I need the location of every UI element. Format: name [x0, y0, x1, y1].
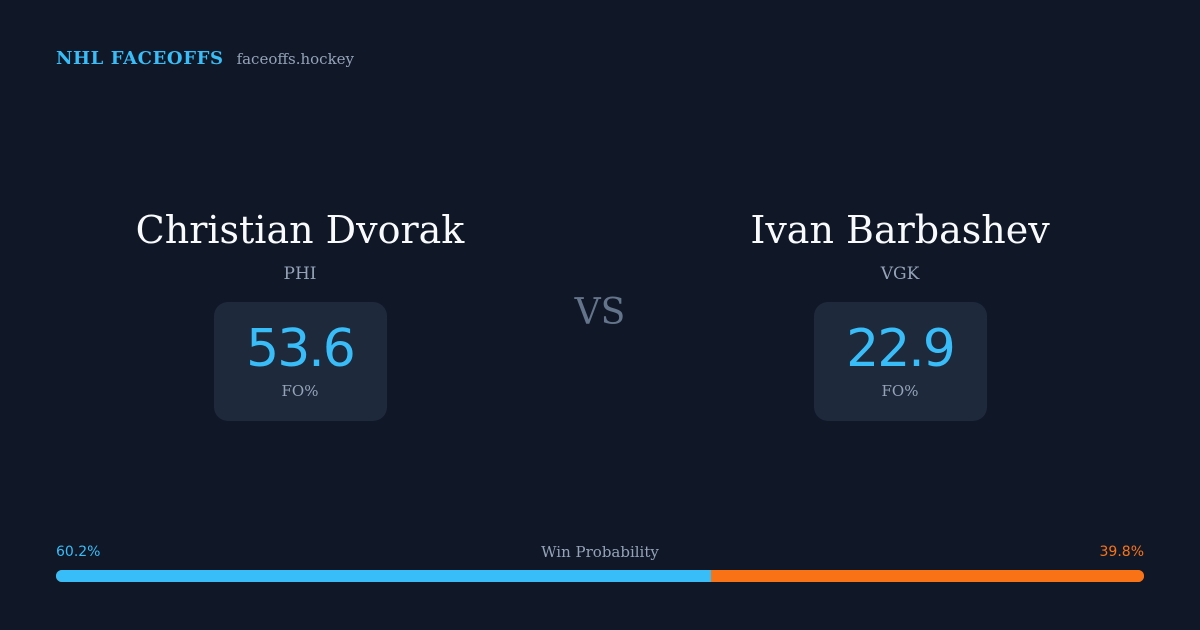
win-probability-left: 60.2%: [56, 544, 101, 560]
faceoff-pct-left: 53.6: [246, 319, 356, 379]
faceoff-label-left: FO%: [281, 382, 319, 400]
faceoff-pct-right: 22.9: [846, 319, 956, 379]
faceoff-label-right: FO%: [881, 382, 919, 400]
team-left: PHI: [283, 264, 317, 284]
player-card-right: Ivan Barbashev VGK 22.9 FO%: [650, 200, 1150, 421]
brand-name[interactable]: NHL FACEOFFS: [56, 48, 224, 69]
win-probability-bar-left: [56, 570, 711, 582]
brand-domain[interactable]: faceoffs.hockey: [236, 50, 355, 68]
win-probability-bar: [56, 570, 1144, 582]
player-name-right: Ivan Barbashev: [750, 208, 1050, 252]
brand-header: NHL FACEOFFS faceoffs.hockey: [56, 48, 354, 74]
team-right: VGK: [880, 264, 920, 284]
win-probability-title: Win Probability: [541, 543, 659, 561]
faceoff-stat-right: 22.9 FO%: [813, 302, 987, 421]
win-probability-labels: 60.2% Win Probability 39.8%: [56, 542, 1144, 562]
player-name-left: Christian Dvorak: [135, 208, 465, 252]
vs-label: VS: [574, 292, 626, 333]
player-card-left: Christian Dvorak PHI 53.6 FO%: [50, 200, 550, 421]
win-probability-bar-right: [710, 570, 1144, 582]
win-probability-right: 39.8%: [1099, 544, 1144, 560]
faceoff-stat-left: 53.6 FO%: [213, 302, 387, 421]
